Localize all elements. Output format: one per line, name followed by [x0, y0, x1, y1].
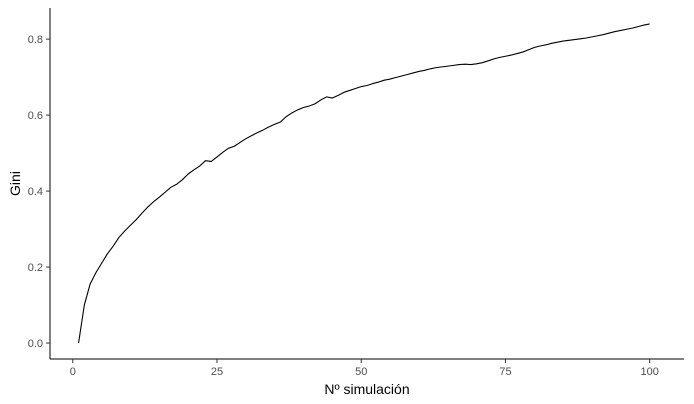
y-ticks: 0.0 0.2 0.4 0.6 0.8 [28, 34, 50, 350]
gini-series-line [78, 23, 650, 344]
y-tick-label: 0.8 [28, 34, 43, 46]
y-tick-label: 0.2 [28, 262, 43, 274]
x-axis-title: Nº simulación [324, 381, 409, 397]
x-tick-label: 75 [499, 366, 511, 378]
x-tick-label: 50 [355, 366, 367, 378]
plot-area [78, 23, 650, 344]
y-axis-title: Gini [7, 171, 23, 196]
y-tick-label: 0.6 [28, 110, 43, 122]
y-tick-label: 0.0 [28, 338, 43, 350]
x-ticks: 0 25 50 75 100 [70, 359, 659, 378]
x-tick-label: 0 [70, 366, 76, 378]
x-tick-label: 100 [640, 366, 658, 378]
x-tick-label: 25 [211, 366, 223, 378]
y-tick-label: 0.4 [28, 186, 43, 198]
